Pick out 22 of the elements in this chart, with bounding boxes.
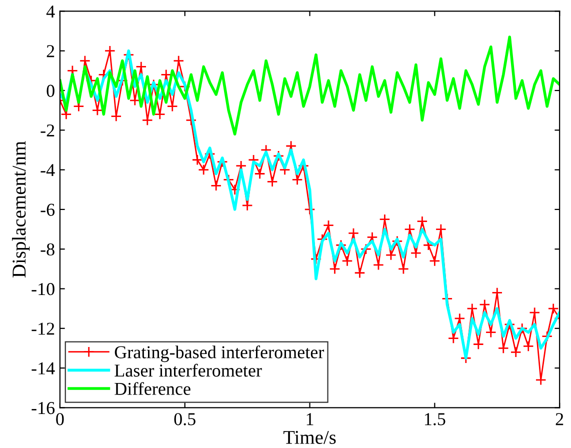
y-tick-label: -8 [40,243,54,256]
legend-label: Grating-based interferometer [114,345,324,362]
x-axis-title: Time/s [283,430,336,444]
line-series [60,36,560,136]
x-tick-label: 0.5 [174,413,196,426]
y-axis-title: Displacement/nm [12,141,30,278]
y-tick-label: -16 [32,402,55,414]
y-tick-label: -14 [32,362,55,374]
legend-label: Laser interferometer [114,364,262,377]
x-tick-label: 2 [556,413,564,426]
y-tick-label: -4 [40,164,55,176]
y-tick-label: 2 [46,45,54,58]
x-tick-label: 1 [306,413,314,426]
x-tick-label: 0 [56,413,64,426]
y-tick-label: -6 [40,204,55,216]
y-tick-label: 0 [46,84,54,97]
y-tick-label: -2 [40,124,54,136]
y-tick-label: 4 [46,6,55,18]
x-tick-label: 1.5 [424,413,446,426]
legend-label: Difference [114,382,190,395]
y-tick-label: -12 [32,322,54,335]
y-tick-label: -10 [32,282,54,296]
